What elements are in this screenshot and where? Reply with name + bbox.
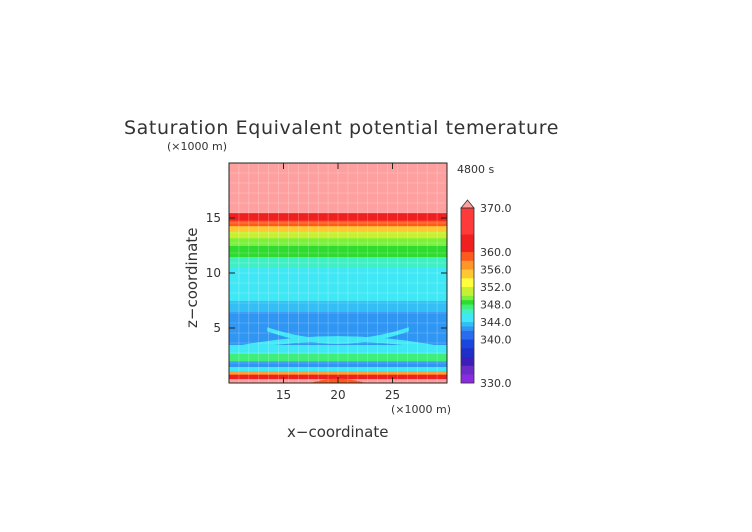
contour-band (229, 212, 447, 221)
contour-band (229, 256, 447, 268)
x-unit-label: (×1000 m) (391, 403, 451, 416)
colorbar: 370.0 360.0 356.0 352.0 348.0 344.0 340.0 330.0 (460, 199, 512, 390)
contour-band (229, 374, 447, 380)
contour-band (229, 163, 447, 213)
x-tick-label: 25 (385, 388, 400, 402)
chart-title: Saturation Equivalent potential temeratu… (124, 117, 559, 139)
colorbar-tick-label: 370.0 (480, 202, 512, 215)
colorbar-segment (461, 260, 474, 270)
x-tick-label: 15 (276, 388, 291, 402)
contour-feature (229, 336, 447, 352)
y-tick-label: 5 (213, 321, 221, 335)
y-tick-label: 10 (206, 266, 221, 280)
x-axis-title: x−coordinate (287, 423, 388, 441)
contour-band (229, 353, 447, 362)
contour-band (229, 366, 447, 372)
colorbar-segment (461, 348, 474, 358)
colorbar-segment (461, 295, 474, 301)
contour-band (229, 231, 447, 239)
contour-band (229, 300, 447, 312)
colorbar-segment (461, 374, 474, 384)
colorbar-tick-label: 356.0 (480, 263, 512, 276)
contour-band (229, 220, 447, 227)
colorbar-segment (461, 321, 474, 327)
colorbar-tick-label: 360.0 (480, 246, 512, 259)
colorbar-segment (461, 286, 474, 296)
colorbar-tick-label: 344.0 (480, 316, 512, 329)
y-axis-ticks: 5 10 15 (206, 211, 447, 335)
colorbar-segment (461, 299, 474, 305)
colorbar-tick-label: 340.0 (480, 333, 512, 346)
colorbar-tick-label: 330.0 (480, 377, 512, 390)
time-label: 4800 s (457, 163, 494, 176)
colorbar-tick-label: 348.0 (480, 298, 512, 311)
colorbar-segment (461, 326, 474, 331)
colorbar-segment (461, 308, 474, 314)
contour-band (229, 237, 447, 246)
colorbar-segment (461, 339, 474, 349)
colorbar-tick-label: 352.0 (480, 281, 512, 294)
contour-band (229, 361, 447, 367)
contour-band (229, 245, 447, 257)
x-tick-label: 20 (330, 388, 345, 402)
colorbar-segment (461, 330, 474, 340)
y-axis-title: z−coordinate (183, 228, 201, 328)
colorbar-segment (461, 365, 474, 375)
colorbar-segment (461, 356, 474, 366)
colorbar-segment (461, 278, 474, 288)
x-axis-ticks: 15 20 25 (276, 163, 400, 402)
colorbar-segment (461, 269, 474, 279)
colorbar-segment (461, 313, 474, 323)
colorbar-extend-arrow (460, 199, 475, 209)
y-tick-label: 15 (206, 211, 221, 225)
contour-band (229, 225, 447, 232)
colorbar-segment (461, 304, 474, 309)
contour-band (229, 267, 447, 301)
plot-area (229, 163, 447, 383)
colorbar-segment (461, 208, 474, 235)
y-unit-label: (×1000 m) (167, 140, 227, 153)
colorbar-segment (461, 234, 474, 253)
colorbar-segment (461, 251, 474, 261)
contour-band (229, 370, 447, 375)
colorbar-frame (460, 207, 475, 384)
contour-band (229, 344, 447, 354)
grid-lines (229, 163, 447, 383)
